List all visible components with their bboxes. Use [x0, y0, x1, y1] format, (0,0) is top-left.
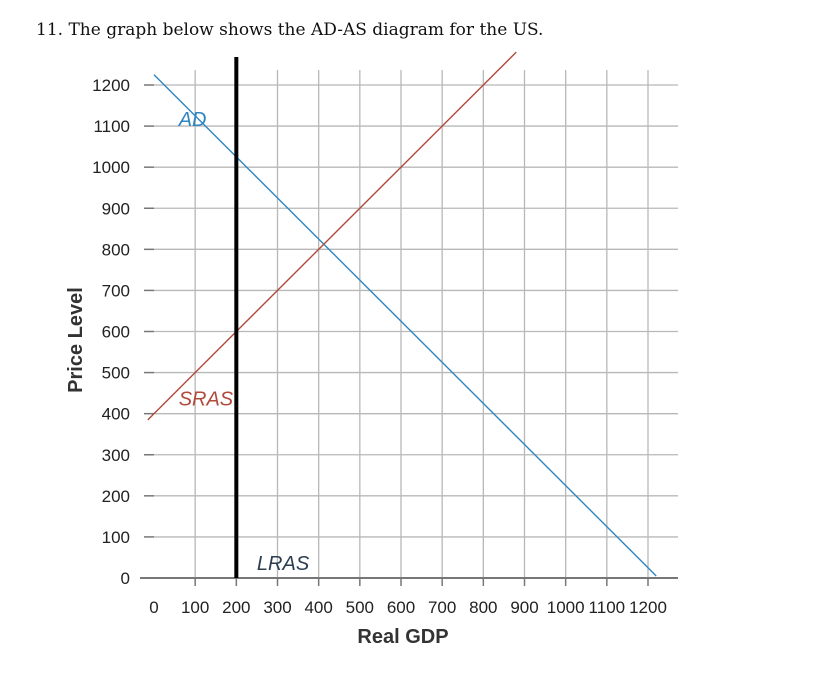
- y-tick-label-1000: 1000: [92, 158, 130, 177]
- curve-label-lras: LRAS: [257, 553, 310, 575]
- tick-labels: 0100200300400500600700800900100011001200…: [92, 76, 667, 617]
- x-tick-label-1100: 1100: [589, 598, 626, 617]
- x-tick-label-200: 200: [222, 598, 250, 617]
- x-tick-label-400: 400: [304, 598, 332, 617]
- y-axis-title: Price Level: [65, 287, 87, 393]
- y-tick-label-500: 500: [102, 364, 130, 383]
- y-tick-label-300: 300: [102, 446, 130, 465]
- series-line-ad: [153, 74, 657, 577]
- series-lines: [147, 51, 657, 578]
- y-tick-label-900: 900: [102, 199, 130, 218]
- question-text: 11. The graph below shows the AD-AS diag…: [36, 20, 544, 40]
- x-tick-label-300: 300: [263, 598, 291, 617]
- x-tick-label-600: 600: [387, 598, 415, 617]
- grid-lines: [154, 70, 678, 578]
- curve-label-ad: AD: [178, 109, 207, 131]
- x-axis-title: Real GDP: [357, 626, 448, 648]
- x-tick-label-700: 700: [428, 598, 456, 617]
- y-tick-label-1100: 1100: [93, 117, 130, 136]
- y-tick-label-400: 400: [102, 405, 130, 424]
- y-tick-label-100: 100: [102, 528, 130, 547]
- y-tick-label-800: 800: [102, 240, 130, 259]
- y-tick-label-700: 700: [102, 281, 130, 300]
- axes: [140, 84, 678, 586]
- x-tick-label-1200: 1200: [629, 598, 667, 617]
- y-tick-label-200: 200: [102, 487, 130, 506]
- y-tick-label-600: 600: [102, 323, 130, 342]
- series-line-sras: [147, 51, 517, 421]
- x-tick-label-0: 0: [149, 598, 158, 617]
- curve-labels: AD SRAS LRAS: [178, 109, 310, 575]
- x-tick-label-100: 100: [181, 598, 209, 617]
- x-tick-label-800: 800: [469, 598, 497, 617]
- y-tick-label-1200: 1200: [92, 76, 130, 95]
- x-tick-label-500: 500: [346, 598, 374, 617]
- y-tick-label-0: 0: [121, 569, 130, 588]
- curve-label-sras: SRAS: [179, 388, 234, 410]
- x-tick-label-1000: 1000: [547, 598, 585, 617]
- x-tick-label-900: 900: [510, 598, 538, 617]
